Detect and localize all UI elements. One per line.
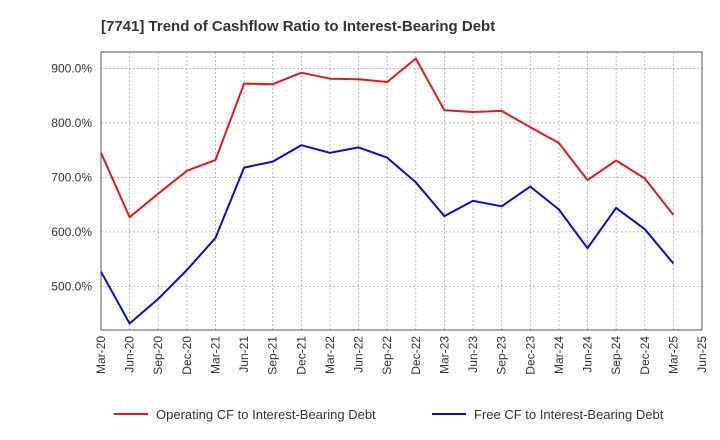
gridlines (101, 52, 702, 330)
x-tick-label: Jun-20 (123, 336, 137, 373)
legend-label-0: Operating CF to Interest-Bearing Debt (156, 407, 376, 422)
x-tick-label: Jun-24 (581, 336, 595, 373)
x-tick-label: Dec-23 (523, 336, 537, 375)
x-tick-label: Dec-20 (180, 336, 194, 375)
x-tick-label: Mar-23 (437, 336, 451, 374)
plot-frame (100, 51, 703, 331)
x-tick-label: Mar-22 (323, 336, 337, 374)
x-tick-label: Dec-22 (409, 336, 423, 375)
y-axis: 500.0% 600.0% 700.0% 800.0% 900.0% (51, 61, 92, 293)
x-tick-label: Mar-21 (208, 336, 222, 374)
x-tick-label: Sep-24 (609, 336, 623, 375)
x-tick-label: Dec-24 (638, 336, 652, 375)
y-tick-label: 600.0% (51, 225, 92, 239)
x-tick-label: Sep-22 (380, 336, 394, 375)
x-tick-label: Mar-25 (666, 336, 680, 374)
x-tick-label: Mar-20 (94, 336, 108, 374)
series-line-0 (100, 57, 675, 219)
x-tick-label: Jun-21 (237, 336, 251, 373)
y-tick-label: 700.0% (51, 170, 92, 184)
x-axis: Mar-20 Jun-20 Sep-20 Dec-20 Mar-21 Jun-21 Sep-… (94, 336, 709, 375)
x-tick-label: Jun-22 (352, 336, 366, 373)
plot-area (100, 51, 703, 331)
x-tick-label: Sep-20 (151, 336, 165, 375)
legend-label-1: Free CF to Interest-Bearing Debt (474, 407, 664, 422)
x-tick-label: Sep-21 (266, 336, 280, 375)
x-tick-label: Sep-23 (495, 336, 509, 375)
y-tick-label: 800.0% (51, 116, 92, 130)
series-lines (100, 57, 675, 325)
y-tick-label: 500.0% (51, 279, 92, 293)
y-tick-label: 900.0% (51, 61, 92, 75)
x-tick-label: Dec-21 (294, 336, 308, 375)
x-tick-label: Jun-25 (695, 336, 709, 373)
legend: Operating CF to Interest-Bearing Debt Fre… (114, 407, 664, 422)
plot-background (101, 52, 702, 330)
series-line-1 (100, 144, 675, 325)
chart-title: [7741] Trend of Cashflow Ratio to Intere… (101, 18, 495, 35)
x-tick-label: Jun-23 (466, 336, 480, 373)
x-tick-label: Mar-24 (552, 336, 566, 374)
